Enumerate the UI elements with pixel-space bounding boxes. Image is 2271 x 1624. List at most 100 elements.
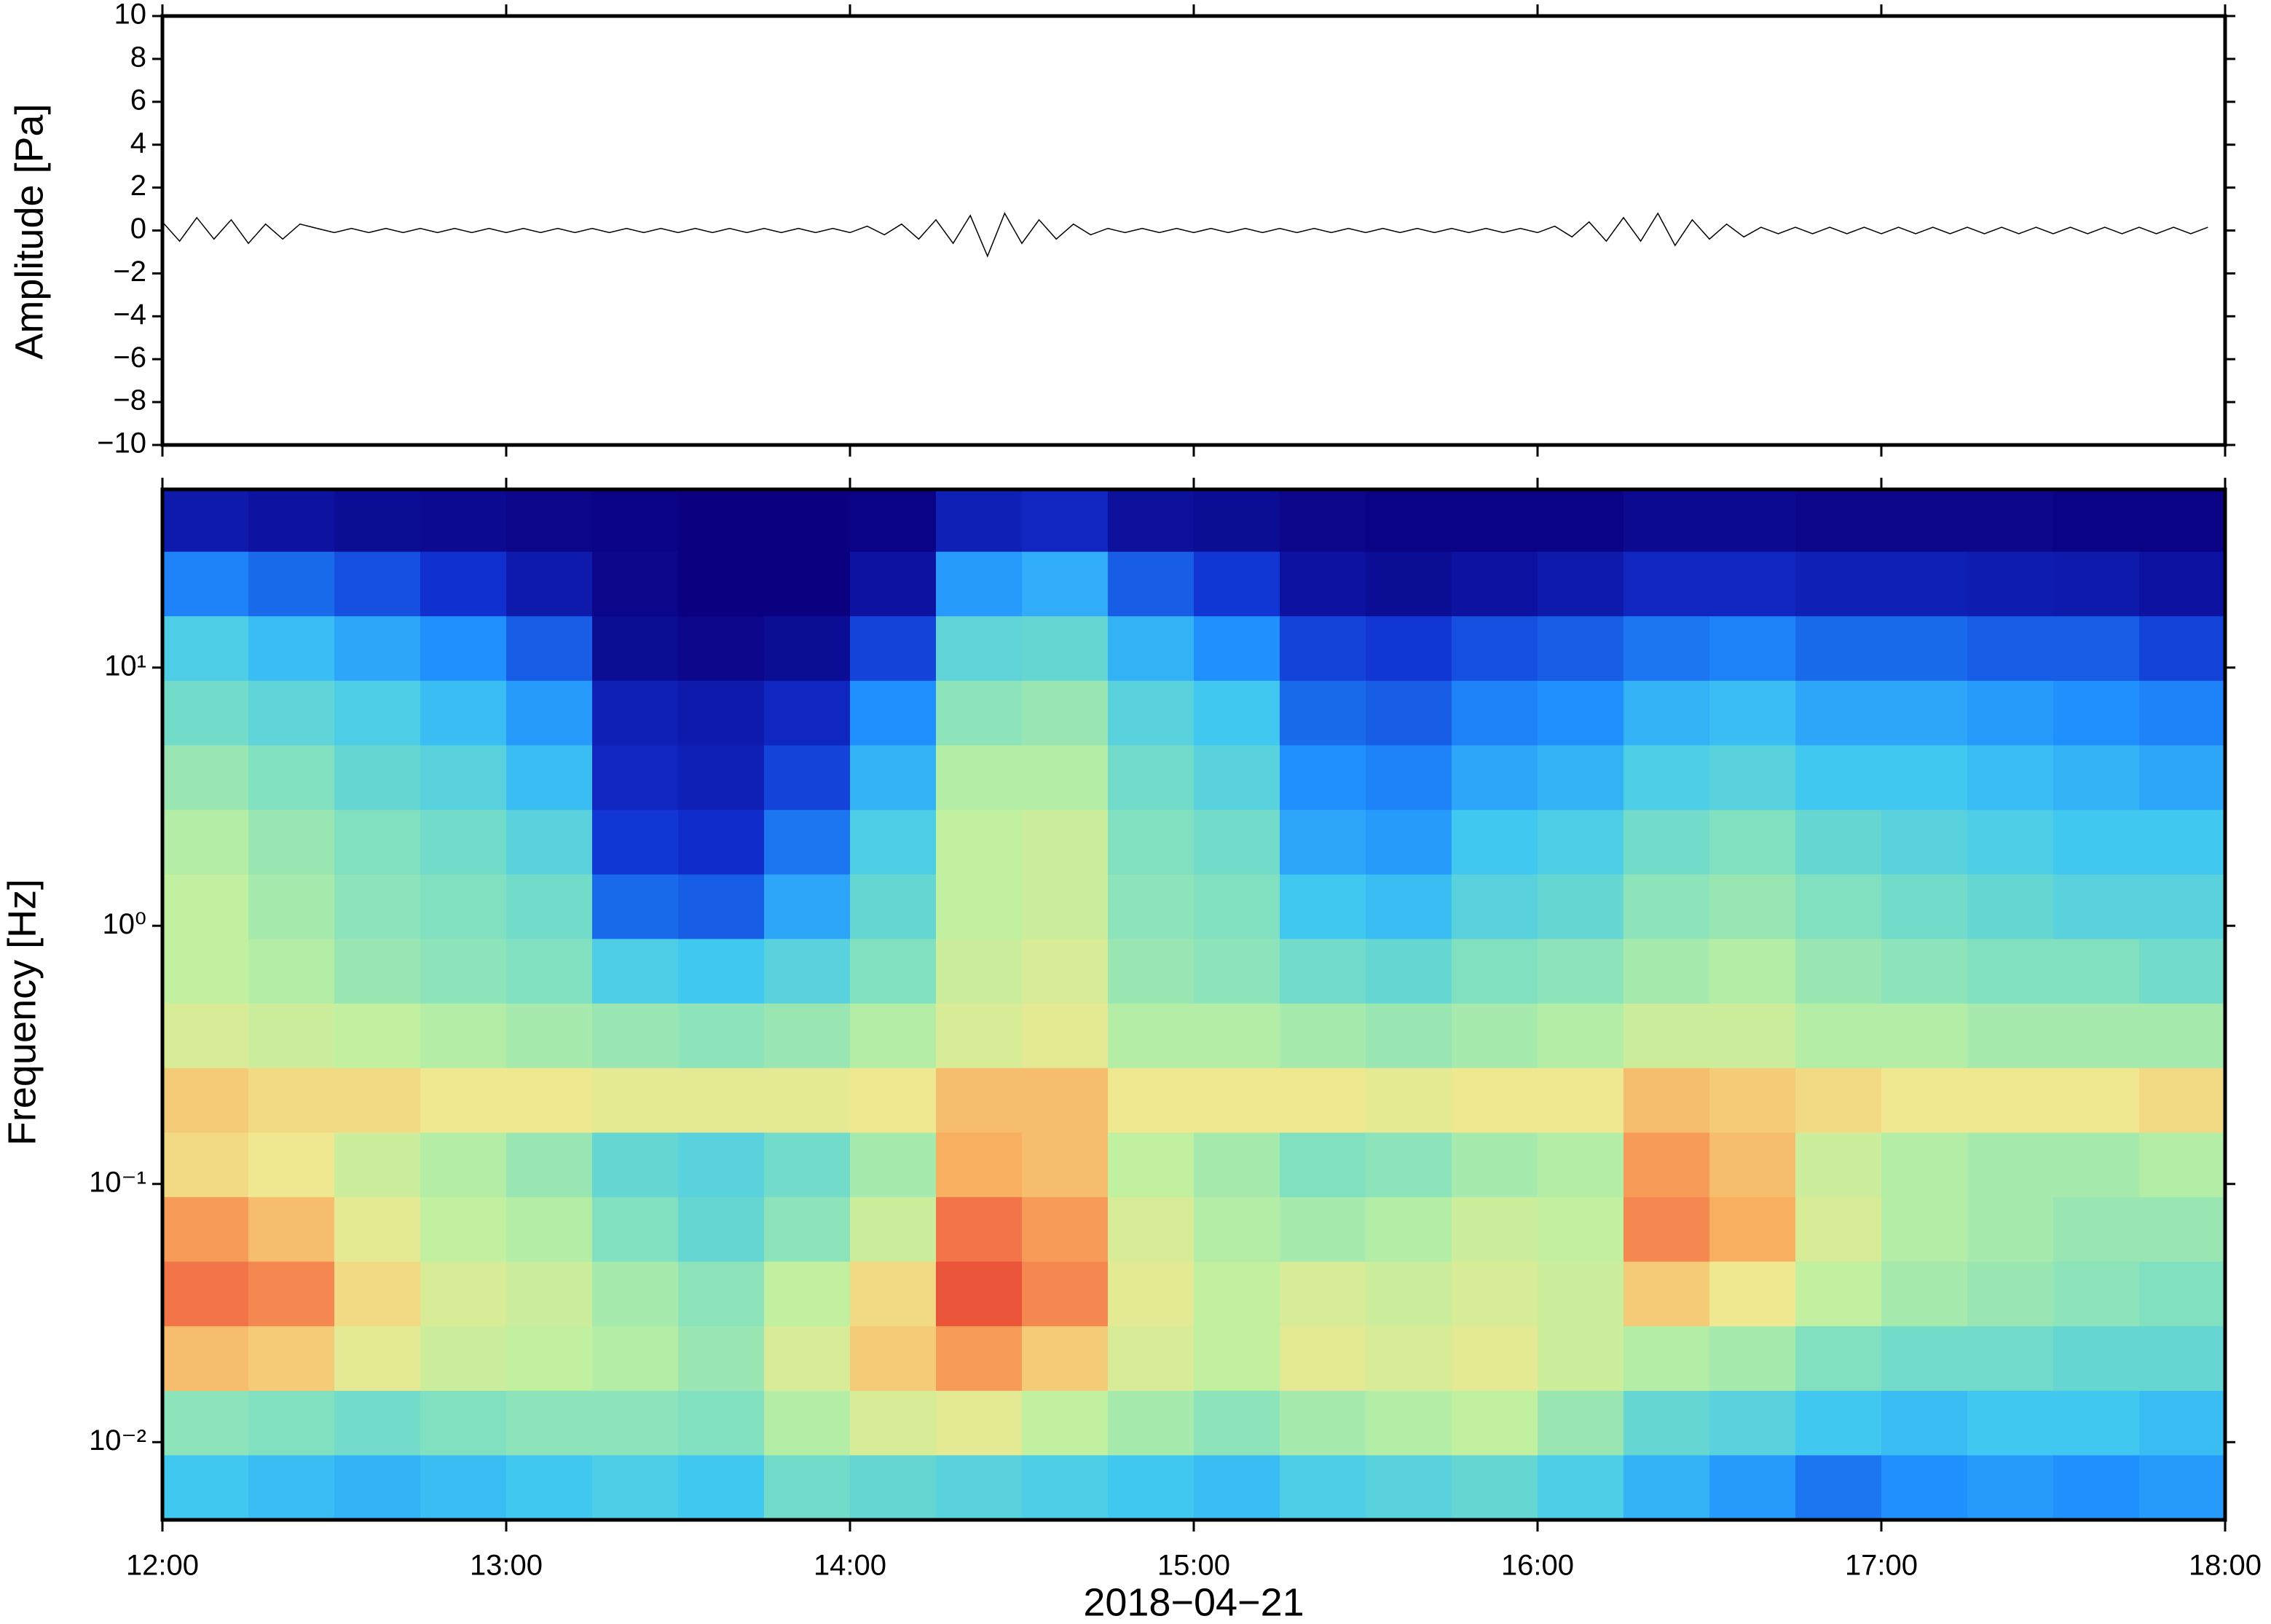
spectrogram-cell bbox=[334, 745, 421, 811]
spectrogram-cell bbox=[2139, 680, 2226, 746]
spectrogram-cell bbox=[1452, 1132, 1538, 1198]
spectrogram-cell bbox=[1795, 1132, 1882, 1198]
spectrogram-cell bbox=[1881, 745, 1968, 811]
spectrogram-cell bbox=[1795, 1003, 1882, 1069]
spectrogram-cell bbox=[162, 1455, 249, 1521]
spectrogram-cell bbox=[1366, 1326, 1452, 1392]
spectrogram-cell bbox=[162, 939, 249, 1004]
spectrogram-cell bbox=[764, 1003, 851, 1069]
spectrogram-cell bbox=[1366, 1003, 1452, 1069]
spectrogram-cell bbox=[936, 874, 1023, 939]
spectrogram-cell bbox=[1280, 874, 1366, 939]
spectrogram-cell bbox=[1795, 1326, 1882, 1392]
y-tick-label: 4 bbox=[130, 127, 146, 159]
spectrogram-cell bbox=[1108, 1455, 1194, 1521]
spectrogram-cell bbox=[506, 1261, 593, 1327]
spectrogram-cell bbox=[420, 874, 507, 939]
x-tick-label: 15:00 bbox=[1157, 1550, 1230, 1582]
spectrogram-cell bbox=[1194, 810, 1280, 875]
spectrogram-cell bbox=[1280, 1326, 1366, 1392]
spectrogram-cell bbox=[2139, 1132, 2226, 1198]
x-tick-label: 12:00 bbox=[126, 1550, 199, 1582]
spectrogram-cell bbox=[1623, 551, 1710, 617]
spectrogram-cell bbox=[1795, 1197, 1882, 1262]
spectrogram-cell bbox=[1366, 489, 1452, 553]
spectrogram-cell bbox=[1452, 1197, 1538, 1262]
spectrogram-cell bbox=[936, 1132, 1023, 1198]
spectrogram-cell bbox=[1280, 551, 1366, 617]
spectrogram-cell bbox=[248, 1261, 335, 1327]
spectrogram-cell bbox=[2053, 939, 2140, 1004]
spectrogram-cell bbox=[1022, 1197, 1109, 1262]
spectrogram-cell bbox=[1881, 551, 1968, 617]
spectrogram-cell bbox=[1452, 939, 1538, 1004]
spectrogram-cell bbox=[1967, 1455, 2054, 1521]
spectrogram-cell bbox=[506, 1003, 593, 1069]
y-tick-label: 2 bbox=[130, 170, 146, 202]
spectrogram-cell bbox=[1366, 1261, 1452, 1327]
spectrogram-cell bbox=[850, 1390, 937, 1456]
spectrogram-cell bbox=[1452, 1261, 1538, 1327]
spectrogram-cell bbox=[334, 1261, 421, 1327]
spectrogram-cell bbox=[592, 680, 679, 746]
spectrogram-cell bbox=[850, 1197, 937, 1262]
spectrogram-cell bbox=[1452, 551, 1538, 617]
spectrogram-cell bbox=[1366, 680, 1452, 746]
y-tick-label: 8 bbox=[130, 41, 146, 73]
spectrogram-cell bbox=[1280, 1003, 1366, 1069]
spectrogram-cell bbox=[248, 1390, 335, 1456]
spectrogram-cell bbox=[162, 1390, 249, 1456]
spectrogram-cell bbox=[850, 616, 937, 682]
spectrogram-cell bbox=[420, 1390, 507, 1456]
spectrogram-cell bbox=[1967, 1068, 2054, 1133]
spectrogram-cell bbox=[1795, 874, 1882, 939]
spectrogram-cell bbox=[764, 745, 851, 811]
spectrogram-cell bbox=[1108, 680, 1194, 746]
spectrogram-cell bbox=[850, 489, 937, 553]
spectrogram-cell bbox=[1538, 810, 1624, 875]
spectrogram-cell bbox=[420, 1261, 507, 1327]
spectrogram-cell bbox=[1194, 1068, 1280, 1133]
spectrogram-cell bbox=[1709, 1068, 1796, 1133]
spectrogram-cell bbox=[1967, 1326, 2054, 1392]
spectrogram-cell bbox=[764, 1390, 851, 1456]
spectrogram-cell bbox=[1709, 680, 1796, 746]
x-tick-label: 18:00 bbox=[2189, 1550, 2262, 1582]
spectrogram-cell bbox=[334, 616, 421, 682]
spectrogram-cell bbox=[678, 745, 765, 811]
spectrogram-cell bbox=[678, 1455, 765, 1521]
spectrogram-cell bbox=[1623, 939, 1710, 1004]
spectrogram-cell bbox=[1967, 874, 2054, 939]
spectrogram-cell bbox=[592, 551, 679, 617]
spectrogram-cell bbox=[1194, 616, 1280, 682]
spectrogram-cell bbox=[2053, 810, 2140, 875]
spectrogram-cell bbox=[1108, 1197, 1194, 1262]
spectrogram-cell bbox=[1108, 1326, 1194, 1392]
spectrogram-cell bbox=[420, 1003, 507, 1069]
spectrogram-cell bbox=[2053, 489, 2140, 553]
x-tick-label: 17:00 bbox=[1845, 1550, 1918, 1582]
spectrogram-cell bbox=[506, 874, 593, 939]
spectrogram-cell bbox=[1623, 810, 1710, 875]
spectrogram-cell bbox=[334, 1003, 421, 1069]
spectrogram-cell bbox=[1366, 1455, 1452, 1521]
spectrogram-cell bbox=[1194, 745, 1280, 811]
spectrogram-cell bbox=[420, 1326, 507, 1392]
spectrogram-cell bbox=[248, 939, 335, 1004]
spectrogram-cell bbox=[1881, 1326, 1968, 1392]
spectrogram-cell bbox=[592, 1390, 679, 1456]
spectrogram-cell bbox=[1623, 1326, 1710, 1392]
y-tick-label: 10 bbox=[114, 0, 147, 31]
spectrogram-cell bbox=[1967, 939, 2054, 1004]
spectrogram-cell bbox=[248, 1326, 335, 1392]
amplitude-axis-label: Amplitude [Pa] bbox=[7, 103, 51, 359]
spectrogram-cell bbox=[2139, 1326, 2226, 1392]
spectrogram-cell bbox=[506, 616, 593, 682]
spectrogram-cell bbox=[1194, 1390, 1280, 1456]
spectrogram-cell bbox=[936, 810, 1023, 875]
spectrogram-cell bbox=[592, 616, 679, 682]
spectrogram-cell bbox=[850, 1261, 937, 1327]
spectrogram-cell bbox=[936, 745, 1023, 811]
spectrogram-cell bbox=[2053, 1003, 2140, 1069]
